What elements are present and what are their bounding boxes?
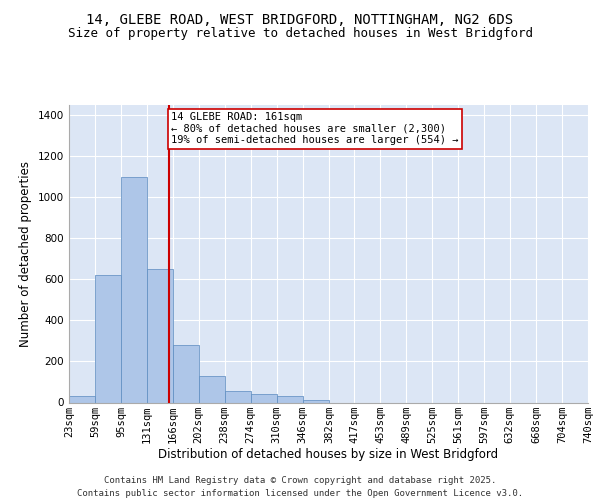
Bar [69, 396, 95, 402]
Bar [121, 177, 147, 402]
Text: 14 GLEBE ROAD: 161sqm
← 80% of detached houses are smaller (2,300)
19% of semi-d: 14 GLEBE ROAD: 161sqm ← 80% of detached … [171, 112, 458, 146]
Bar [173, 345, 199, 403]
Bar [303, 400, 329, 402]
X-axis label: Distribution of detached houses by size in West Bridgford: Distribution of detached houses by size … [158, 448, 499, 462]
Bar [277, 396, 303, 402]
Bar [147, 269, 173, 402]
Bar [199, 376, 224, 402]
Bar [95, 276, 121, 402]
Bar [224, 391, 251, 402]
Text: Contains HM Land Registry data © Crown copyright and database right 2025.
Contai: Contains HM Land Registry data © Crown c… [77, 476, 523, 498]
Text: Size of property relative to detached houses in West Bridgford: Size of property relative to detached ho… [67, 28, 533, 40]
Y-axis label: Number of detached properties: Number of detached properties [19, 161, 32, 347]
Bar [251, 394, 277, 402]
Text: 14, GLEBE ROAD, WEST BRIDGFORD, NOTTINGHAM, NG2 6DS: 14, GLEBE ROAD, WEST BRIDGFORD, NOTTINGH… [86, 12, 514, 26]
